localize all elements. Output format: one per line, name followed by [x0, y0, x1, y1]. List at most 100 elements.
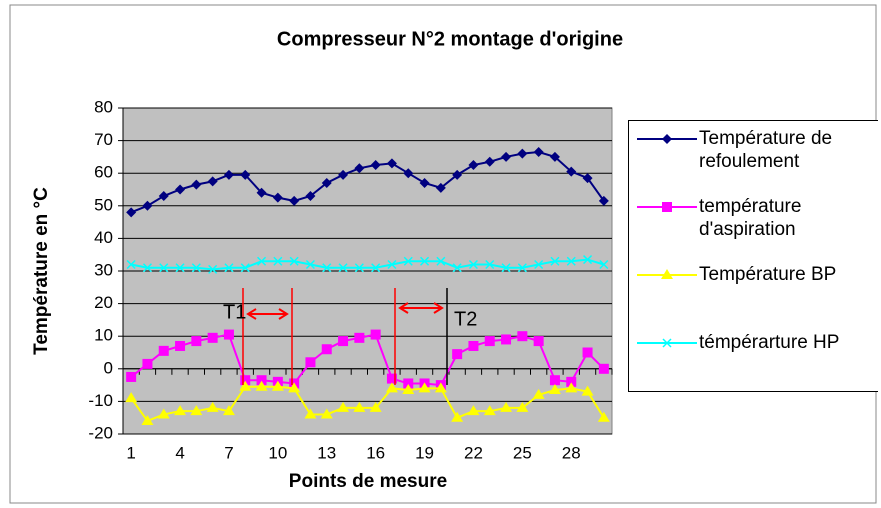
y-axis-title: Température en °C — [31, 187, 52, 355]
marker — [369, 401, 382, 412]
marker — [517, 148, 528, 159]
marker — [386, 158, 397, 169]
marker — [517, 331, 528, 342]
x-tick-label: 25 — [513, 443, 532, 462]
y-tick-label: 30 — [94, 260, 113, 279]
y-tick-label: -20 — [88, 423, 113, 442]
marker — [661, 269, 673, 279]
marker — [468, 340, 479, 351]
marker — [354, 263, 364, 273]
legend-swatch — [637, 202, 697, 212]
marker — [451, 411, 464, 422]
marker — [224, 263, 234, 273]
marker — [289, 256, 299, 266]
marker — [582, 173, 593, 184]
marker — [387, 259, 397, 270]
marker — [500, 401, 513, 412]
marker — [534, 259, 544, 270]
marker — [485, 259, 495, 270]
x-tick-label: 16 — [366, 443, 385, 462]
x-tick-label: 10 — [268, 443, 287, 462]
marker — [402, 383, 415, 394]
y-tick-label: 80 — [94, 97, 113, 116]
marker — [321, 177, 332, 188]
marker — [207, 176, 218, 187]
marker — [223, 329, 234, 340]
marker — [452, 349, 463, 360]
marker — [141, 414, 154, 425]
marker — [403, 256, 413, 266]
marker — [207, 332, 218, 343]
x-tick-label: 22 — [464, 443, 483, 462]
marker — [583, 255, 593, 265]
marker — [338, 263, 348, 273]
marker — [142, 200, 153, 211]
marker — [533, 336, 544, 347]
marker — [191, 263, 201, 273]
marker — [549, 151, 560, 162]
marker — [337, 401, 350, 412]
marker — [158, 191, 169, 202]
marker — [240, 375, 251, 386]
marker — [174, 405, 187, 416]
marker — [598, 363, 609, 374]
marker — [582, 347, 593, 358]
series — [126, 255, 609, 274]
marker — [222, 405, 235, 416]
marker — [501, 263, 511, 273]
marker — [419, 177, 430, 188]
marker — [273, 256, 283, 266]
series — [126, 147, 609, 218]
x-tick-label: 13 — [317, 443, 336, 462]
x-axis-title: Points de mesure — [289, 471, 447, 492]
marker — [599, 259, 609, 270]
marker — [566, 166, 577, 177]
marker — [191, 179, 202, 190]
marker — [566, 256, 576, 266]
marker — [206, 401, 219, 412]
marker — [662, 134, 672, 144]
marker — [175, 184, 186, 195]
marker — [516, 401, 529, 412]
marker — [271, 380, 284, 391]
x-tick-label: 1 — [126, 443, 135, 462]
marker — [386, 373, 397, 384]
y-tick-label: 0 — [104, 358, 113, 377]
x-tick-label: 7 — [224, 443, 233, 462]
marker — [566, 376, 577, 387]
legend-swatch — [637, 134, 697, 144]
marker — [420, 256, 430, 266]
marker — [157, 408, 170, 419]
marker — [272, 192, 283, 203]
legend-swatch — [637, 338, 697, 348]
marker — [370, 160, 381, 171]
marker — [435, 182, 446, 193]
marker — [452, 263, 462, 273]
x-tick-label: 19 — [415, 443, 434, 462]
marker — [239, 380, 252, 391]
annotation-label: T1 — [223, 301, 246, 323]
legend-label: Température BP — [699, 264, 837, 285]
annotation-label: T2 — [454, 308, 477, 330]
marker — [158, 345, 169, 356]
marker — [532, 388, 545, 399]
marker — [126, 207, 137, 218]
marker — [304, 408, 317, 419]
chart-title: Compresseur N°2 montage d'origine — [277, 28, 623, 50]
marker — [468, 259, 478, 270]
marker — [436, 256, 446, 266]
marker — [305, 357, 316, 368]
x-tick-label: 4 — [175, 443, 184, 462]
marker — [125, 392, 138, 403]
series-line — [130, 258, 605, 271]
marker — [501, 334, 512, 345]
y-tick-label: -10 — [88, 391, 113, 410]
marker — [353, 401, 366, 412]
legend-item: Température de refoulement — [629, 121, 878, 189]
marker — [289, 195, 300, 206]
legend-item: Température BP — [629, 257, 878, 325]
marker — [371, 263, 381, 273]
marker — [321, 344, 332, 355]
marker — [354, 332, 365, 343]
series — [125, 380, 610, 425]
